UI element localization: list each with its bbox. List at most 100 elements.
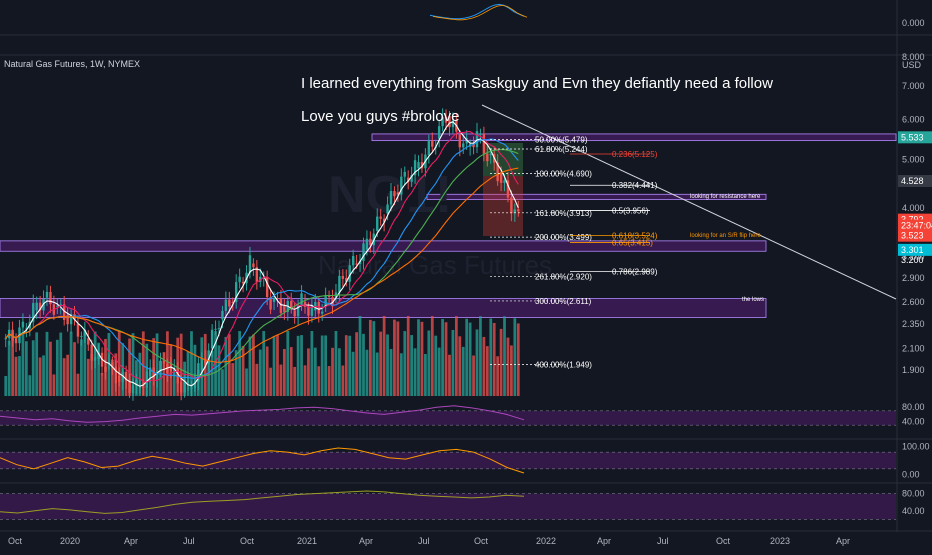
time-tick-label: Oct xyxy=(240,536,255,546)
rsi-tick-label: 80.00 xyxy=(902,402,925,412)
volume-bar xyxy=(172,370,176,396)
price-unit-label: USD xyxy=(902,60,922,70)
candle-body xyxy=(413,160,417,176)
volume-bar xyxy=(489,318,493,396)
volume-bar xyxy=(496,356,500,396)
candle-body xyxy=(265,277,269,298)
fib-extension-label: 50.00%(5.479) xyxy=(535,135,588,144)
volume-bar xyxy=(341,365,345,396)
candle-body xyxy=(221,310,224,320)
candle-body xyxy=(104,366,107,372)
candle-body xyxy=(462,143,465,148)
volume-bar xyxy=(427,330,431,396)
candle-body xyxy=(389,191,393,205)
candle-body xyxy=(152,367,155,379)
candle-body xyxy=(135,379,138,386)
volume-bar xyxy=(83,332,87,396)
fib-extension-label: 61.80%(5.244) xyxy=(535,145,588,154)
volume-bar xyxy=(4,376,8,396)
volume-bar xyxy=(479,316,482,396)
candle-body xyxy=(355,263,358,265)
fib-extension-label: 300.00%(2.611) xyxy=(535,297,592,306)
volume-bar xyxy=(513,318,517,396)
price-tick-label: 2.600 xyxy=(902,297,925,307)
volume-bar xyxy=(131,333,135,396)
time-tick-label: Oct xyxy=(716,536,731,546)
volume-bar xyxy=(379,331,383,396)
candle-body xyxy=(496,162,499,182)
price-tag xyxy=(898,243,932,256)
osc-tick-label: 0.000 xyxy=(902,18,925,28)
candle-body xyxy=(217,328,221,330)
volume-bar xyxy=(24,341,28,396)
support-resistance-zone xyxy=(0,298,767,318)
time-tick-label: 2023 xyxy=(770,536,790,546)
zones-layer xyxy=(0,133,897,318)
candle-body xyxy=(204,358,207,364)
time-tick-label: Apr xyxy=(359,536,373,546)
volume-bar xyxy=(410,335,414,396)
candle-body xyxy=(272,298,276,302)
candle-body xyxy=(499,172,503,183)
candle-body xyxy=(279,298,283,314)
volume-bar xyxy=(499,328,503,396)
fib-extension-label: 200.00%(3.499) xyxy=(535,233,592,242)
candle-body xyxy=(49,291,52,305)
time-tick-label: Oct xyxy=(8,536,23,546)
symbol-title: Natural Gas Futures, 1W, NYMEX xyxy=(4,59,140,69)
fib-extension-label: 161.80%(3.913) xyxy=(535,209,592,218)
candle-body xyxy=(118,376,121,382)
volume-bar xyxy=(186,351,190,396)
price-tick-label: 5.000 xyxy=(902,154,925,164)
volume-bar xyxy=(317,366,321,396)
volume-bar xyxy=(148,371,152,396)
price-tick-label: 3.200 xyxy=(902,252,925,262)
time-axis-layer: Oct 2020 Apr Jul Oct 2021 Apr Jul Oct 2022 Apr Jul O… xyxy=(8,536,850,546)
candle-body xyxy=(341,275,345,279)
candle-body xyxy=(276,298,279,300)
volume-bar xyxy=(18,356,21,396)
candle-body xyxy=(11,329,14,341)
time-tick-label: Apr xyxy=(597,536,611,546)
volume-bar xyxy=(444,322,448,396)
candle-body xyxy=(458,134,462,148)
candle-body xyxy=(114,366,118,384)
volume-bar xyxy=(286,331,290,396)
candle-body xyxy=(437,126,441,139)
moving-average-line xyxy=(5,131,519,383)
time-tick-label: Apr xyxy=(124,536,138,546)
rsi-band xyxy=(0,410,896,426)
candle-body xyxy=(327,295,331,297)
volume-bar xyxy=(510,345,513,396)
volume-bar xyxy=(437,347,441,396)
price-tick-label: 7.000 xyxy=(902,81,925,91)
candle-body xyxy=(224,299,228,311)
fib-retracement-label: 0.5(3.956) xyxy=(612,206,649,215)
candle-body xyxy=(142,386,145,388)
annotation-line2: Love you guys #brolove xyxy=(301,108,459,125)
volume-bar xyxy=(73,342,76,396)
volume-bar xyxy=(227,334,231,396)
candle-body xyxy=(410,175,413,182)
candle-body xyxy=(155,375,159,379)
volume-bar xyxy=(482,336,486,396)
volume-bar xyxy=(351,351,355,396)
note-resistance: looking for resistance here xyxy=(690,194,761,200)
volume-bar xyxy=(420,321,424,396)
candle-body xyxy=(186,380,190,383)
candle-body xyxy=(183,382,186,393)
volume-bar xyxy=(313,347,317,396)
candle-body xyxy=(4,338,7,340)
volume-bar xyxy=(224,336,228,396)
candle-body xyxy=(400,176,403,195)
cci-tick-label: 40.00 xyxy=(902,506,925,516)
candle-body xyxy=(176,367,179,384)
candle-body xyxy=(431,141,434,147)
price-tag-label: 4.528 xyxy=(901,176,924,186)
candle-body xyxy=(300,293,303,305)
volume-bar xyxy=(451,329,455,396)
candle-body xyxy=(417,162,420,169)
price-tick-label: 2.900 xyxy=(902,273,925,283)
stoch-band xyxy=(0,452,896,469)
